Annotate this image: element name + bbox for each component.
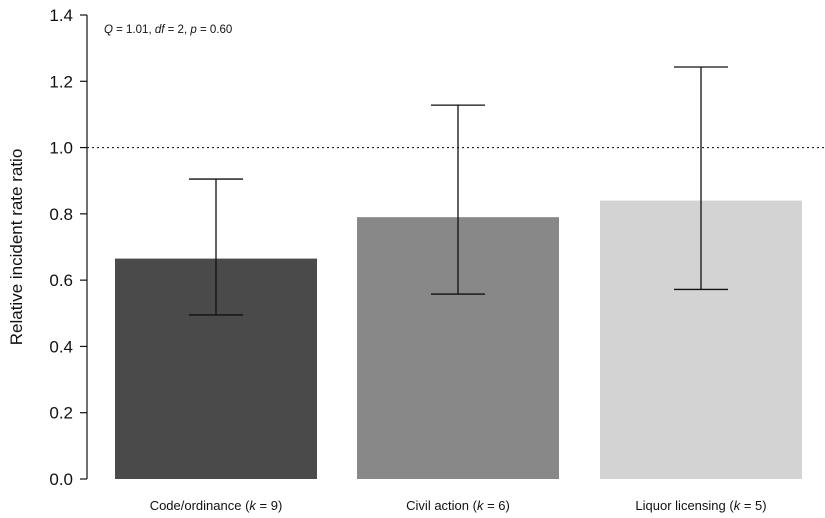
df-value: = 2, [164, 24, 190, 36]
y-axis-label: Relative incident rate ratio [7, 149, 26, 346]
error-bars [189, 66, 728, 316]
y-tick-label: 0.2 [49, 404, 73, 423]
error-bar-1 [431, 104, 485, 295]
p-value: = 0.60 [197, 24, 233, 36]
k-symbol: k [249, 498, 257, 513]
y-tick-label: 0.0 [49, 470, 73, 489]
category-name: Code/ordinance ( [150, 498, 250, 513]
k-value: = 9) [256, 498, 282, 513]
p-label: p [189, 24, 197, 36]
y-axis: 0.0 0.2 0.4 0.6 0.8 1.0 1.2 1.4 [49, 6, 88, 489]
k-value: = 6) [483, 498, 509, 513]
category-label-1: Civil action (k = 6) [406, 498, 510, 513]
y-tick-label: 0.4 [49, 337, 73, 356]
df-label: df [155, 24, 166, 36]
category-label-0: Code/ordinance (k = 9) [150, 498, 283, 513]
error-bar-0 [189, 178, 243, 316]
k-symbol: k [477, 498, 485, 513]
y-tick-label: 0.6 [49, 271, 73, 290]
y-tick-label: 1.4 [49, 6, 73, 25]
error-bar-2 [674, 66, 728, 291]
category-label-2: Liquor licensing (k = 5) [635, 498, 766, 513]
k-symbol: k [734, 498, 742, 513]
stats-annotation: Q = 1.01, df = 2, p = 0.60 [104, 24, 232, 36]
y-tick-label: 1.0 [49, 139, 73, 158]
q-value: = 1.01, [113, 24, 155, 36]
k-value: = 5) [740, 498, 766, 513]
y-tick-label: 1.2 [49, 72, 73, 91]
category-name: Liquor licensing ( [635, 498, 734, 513]
q-label: Q [104, 24, 113, 36]
y-tick-label: 0.8 [49, 205, 73, 224]
category-name: Civil action ( [406, 498, 477, 513]
x-axis-categories: Code/ordinance (k = 9) Civil action (k = … [150, 498, 767, 513]
